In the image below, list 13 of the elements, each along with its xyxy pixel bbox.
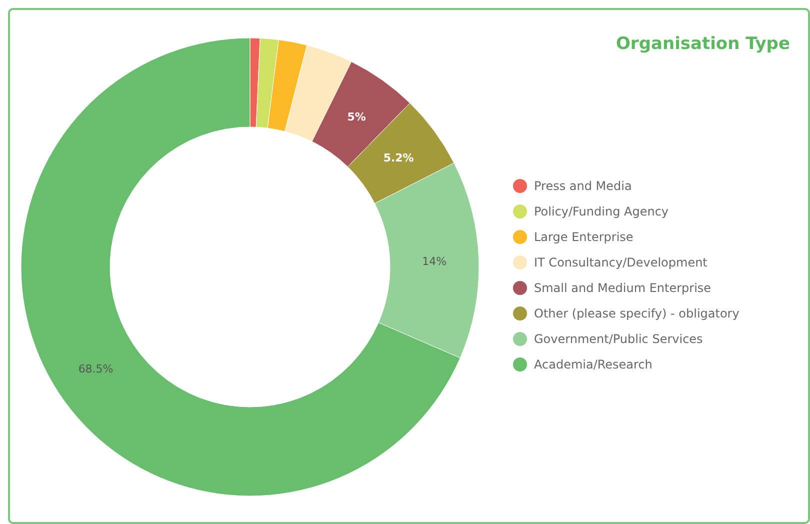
legend-label: Academia/Research: [534, 358, 652, 372]
chart-title: Organisation Type: [616, 34, 790, 54]
legend-label: Press and Media: [534, 179, 632, 193]
data-label: 14%: [422, 255, 447, 268]
data-label: 5.2%: [383, 152, 414, 165]
data-label: 68.5%: [78, 362, 114, 376]
data-label: 5%: [347, 110, 366, 124]
legend-label: Policy/Funding Agency: [534, 204, 669, 218]
legend-label: Government/Public Services: [534, 332, 703, 346]
legend-label: Large Enterprise: [534, 230, 634, 244]
legend-label: Small and Medium Enterprise: [534, 281, 712, 295]
legend-label: IT Consultancy/Development: [534, 256, 708, 270]
legend-label: Other (please specify) - obligatory: [534, 306, 740, 320]
